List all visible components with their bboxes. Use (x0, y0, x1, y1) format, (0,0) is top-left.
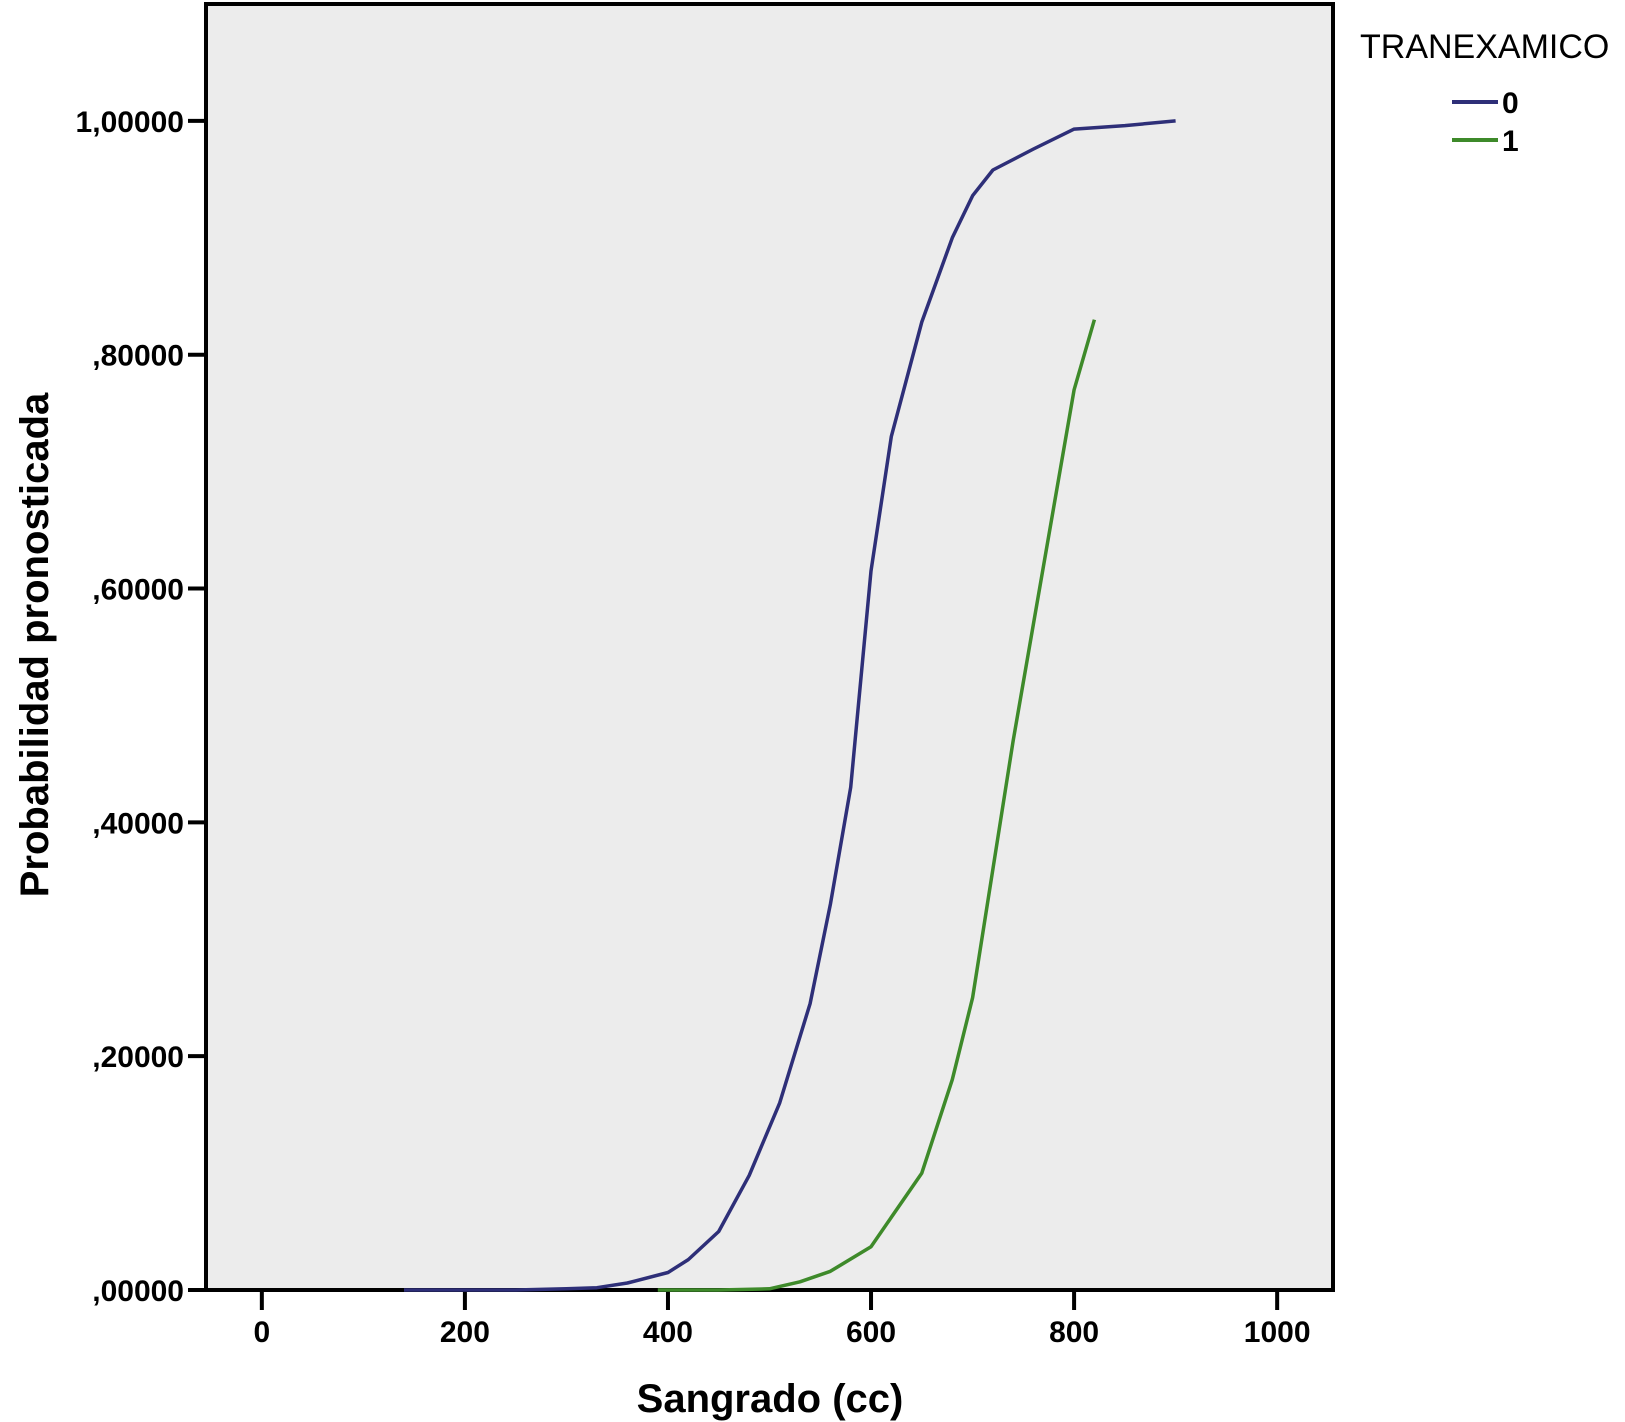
x-tick-label: 400 (643, 1316, 693, 1349)
x-axis-title: Sangrado (cc) (637, 1377, 904, 1421)
y-axis-title: Probabilidad pronosticada (13, 392, 57, 897)
y-tick-label: 1,00000 (76, 106, 184, 139)
y-tick-label: ,00000 (92, 1275, 184, 1308)
y-tick-label: ,40000 (92, 807, 184, 840)
series-line-0 (404, 119, 1176, 1292)
y-tick-label: ,80000 (92, 340, 184, 373)
x-tick-label: 600 (846, 1316, 896, 1349)
x-tick-label: 200 (440, 1316, 490, 1349)
x-tick-label: 1000 (1244, 1316, 1311, 1349)
x-tick-label: 800 (1049, 1316, 1099, 1349)
series-line-1 (657, 319, 1097, 1292)
x-axis: 0 200 400 600 800 1000 (253, 1290, 1311, 1349)
legend: TRANEXAMICO 0 1 (1360, 28, 1609, 158)
y-tick-label: ,60000 (92, 574, 184, 607)
legend-title: TRANEXAMICO (1360, 28, 1609, 66)
series-layer (404, 119, 1176, 1292)
plot-area (204, 2, 1335, 1292)
x-tick-label: 0 (253, 1316, 270, 1349)
y-tick-label: ,20000 (92, 1041, 184, 1074)
y-axis: ,00000 ,20000 ,40000 ,60000 ,80000 1,00000 (76, 106, 206, 1308)
legend-label-0: 0 (1502, 87, 1519, 120)
legend-label-1: 1 (1502, 125, 1519, 158)
